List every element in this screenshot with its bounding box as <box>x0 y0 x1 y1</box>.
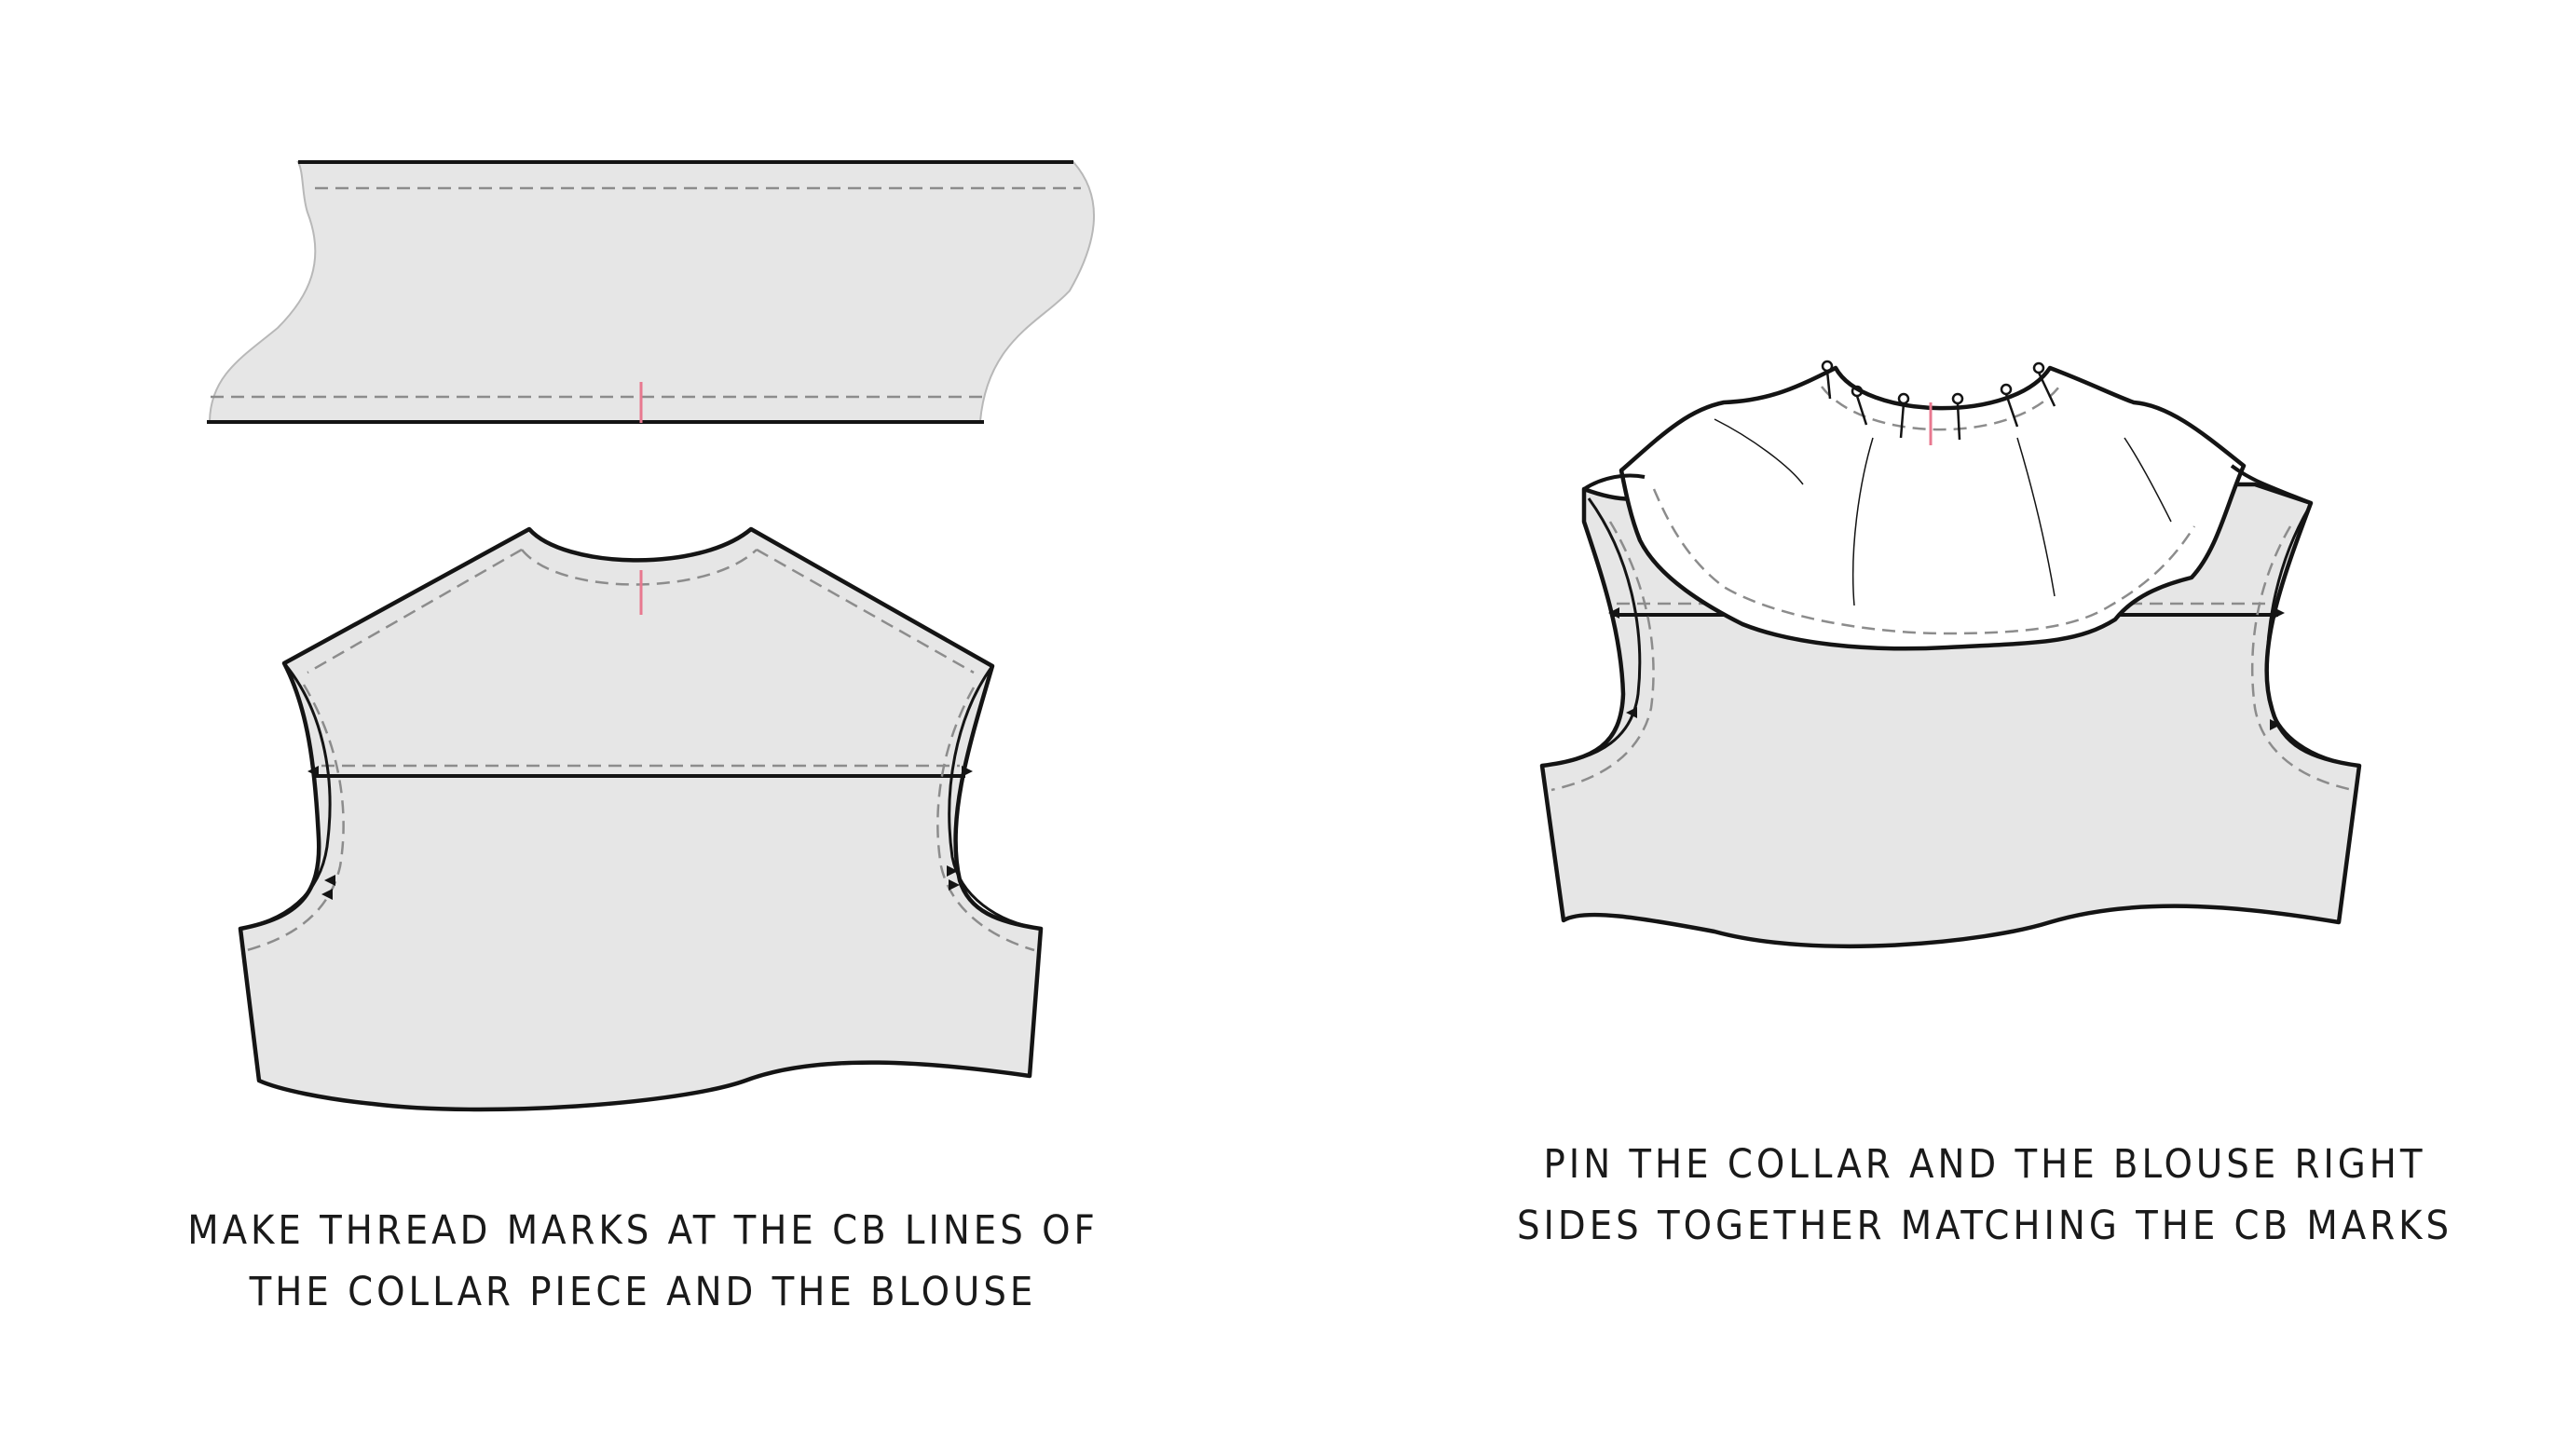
collar-strip-fabric <box>208 161 1095 422</box>
collar-strip <box>207 160 1095 424</box>
caption-left: MAKE THREAD MARKS AT THE CB LINES OF THE… <box>140 1200 1146 1323</box>
notch-right-lower-2 <box>949 879 960 891</box>
pins <box>1821 360 2056 441</box>
notch-left-lower-1 <box>324 875 335 886</box>
caption-right-line2: SIDES TOGETHER MATCHING THE CB MARKS <box>1516 1203 2453 1249</box>
notch-r-right-lower <box>2270 719 2281 730</box>
collar-fold-4 <box>2124 437 2172 523</box>
collar-fold-3 <box>2016 437 2056 597</box>
collar-flap-right <box>2230 464 2312 505</box>
pin-icon <box>2000 383 2019 428</box>
notch-left-upper <box>307 766 319 777</box>
blouse-back-fabric <box>238 526 1044 1112</box>
blouse-with-collar <box>1539 360 2362 949</box>
collar-edge-stitch <box>1652 488 2196 635</box>
blouse-back <box>238 526 1044 1112</box>
armhole-right-right-inner <box>2265 507 2360 768</box>
notch-r-right-upper <box>2274 607 2285 619</box>
collar-flap <box>1582 473 1646 491</box>
collar-fold-1 <box>1714 418 1804 485</box>
armhole-right-left-inner <box>1541 497 1642 768</box>
caption-left-line2: THE COLLAR PIECE AND THE BLOUSE <box>249 1269 1037 1315</box>
neckline-stitch <box>521 549 758 586</box>
collar-neck-stitch <box>1821 386 2060 431</box>
armhole-left-stitch <box>246 684 345 952</box>
pin-icon <box>1821 360 1834 400</box>
armhole-right-right-stitch <box>2250 525 2354 792</box>
pin-icon <box>1897 392 1910 439</box>
collar-fold-2 <box>1851 437 1874 606</box>
pin-icon <box>1951 392 1964 441</box>
notch-r-left-upper <box>1608 607 1619 619</box>
notch-r-left-lower <box>1626 707 1637 718</box>
armhole-right-left-stitch <box>1550 521 1655 792</box>
caption-left-line1: MAKE THREAD MARKS AT THE CB LINES OF <box>187 1207 1099 1254</box>
caption-right: PIN THE COLLAR AND THE BLOUSE RIGHT SIDE… <box>1482 1134 2488 1257</box>
caption-right-line1: PIN THE COLLAR AND THE BLOUSE RIGHT <box>1543 1141 2426 1188</box>
shoulder-stitch-right <box>756 548 975 674</box>
armhole-right-inner <box>948 665 1042 931</box>
armhole-right-stitch <box>936 687 1035 952</box>
shoulder-stitch-left <box>307 548 523 674</box>
pin-icon <box>2032 361 2056 407</box>
pin-icon <box>1851 385 1868 426</box>
notch-left-lower-2 <box>321 889 333 900</box>
notch-right-lower-1 <box>947 865 958 877</box>
armhole-left-inner <box>239 662 332 931</box>
notch-right-upper <box>962 766 973 777</box>
